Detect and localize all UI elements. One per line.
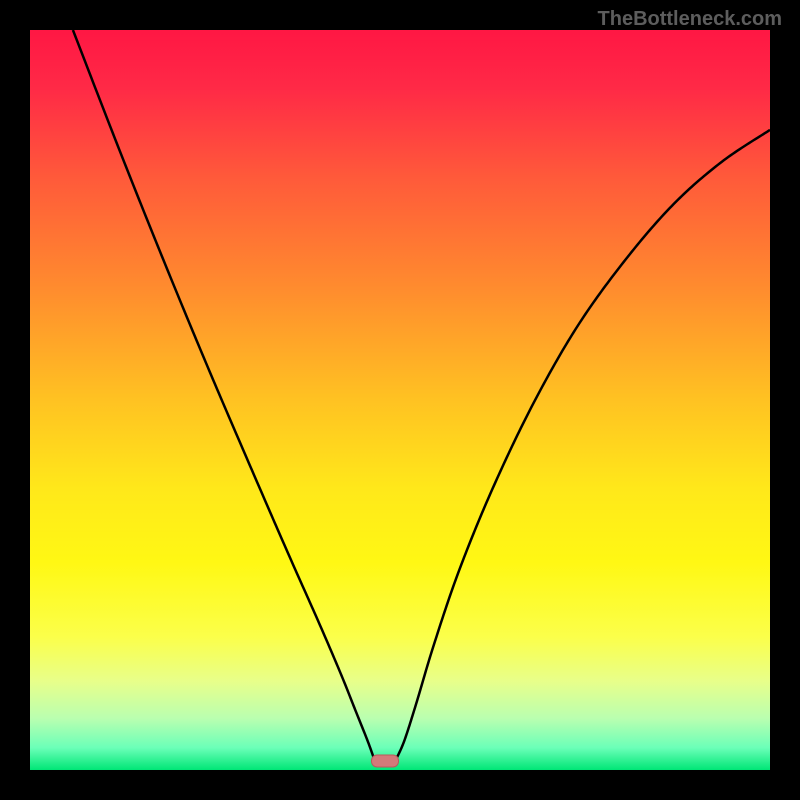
watermark-text: TheBottleneck.com (598, 8, 782, 31)
optimum-marker (371, 755, 399, 768)
chart-plot-area (30, 30, 770, 770)
bottleneck-curve-right (396, 130, 770, 759)
curve-svg (30, 30, 770, 770)
bottleneck-curve-left (73, 30, 374, 759)
